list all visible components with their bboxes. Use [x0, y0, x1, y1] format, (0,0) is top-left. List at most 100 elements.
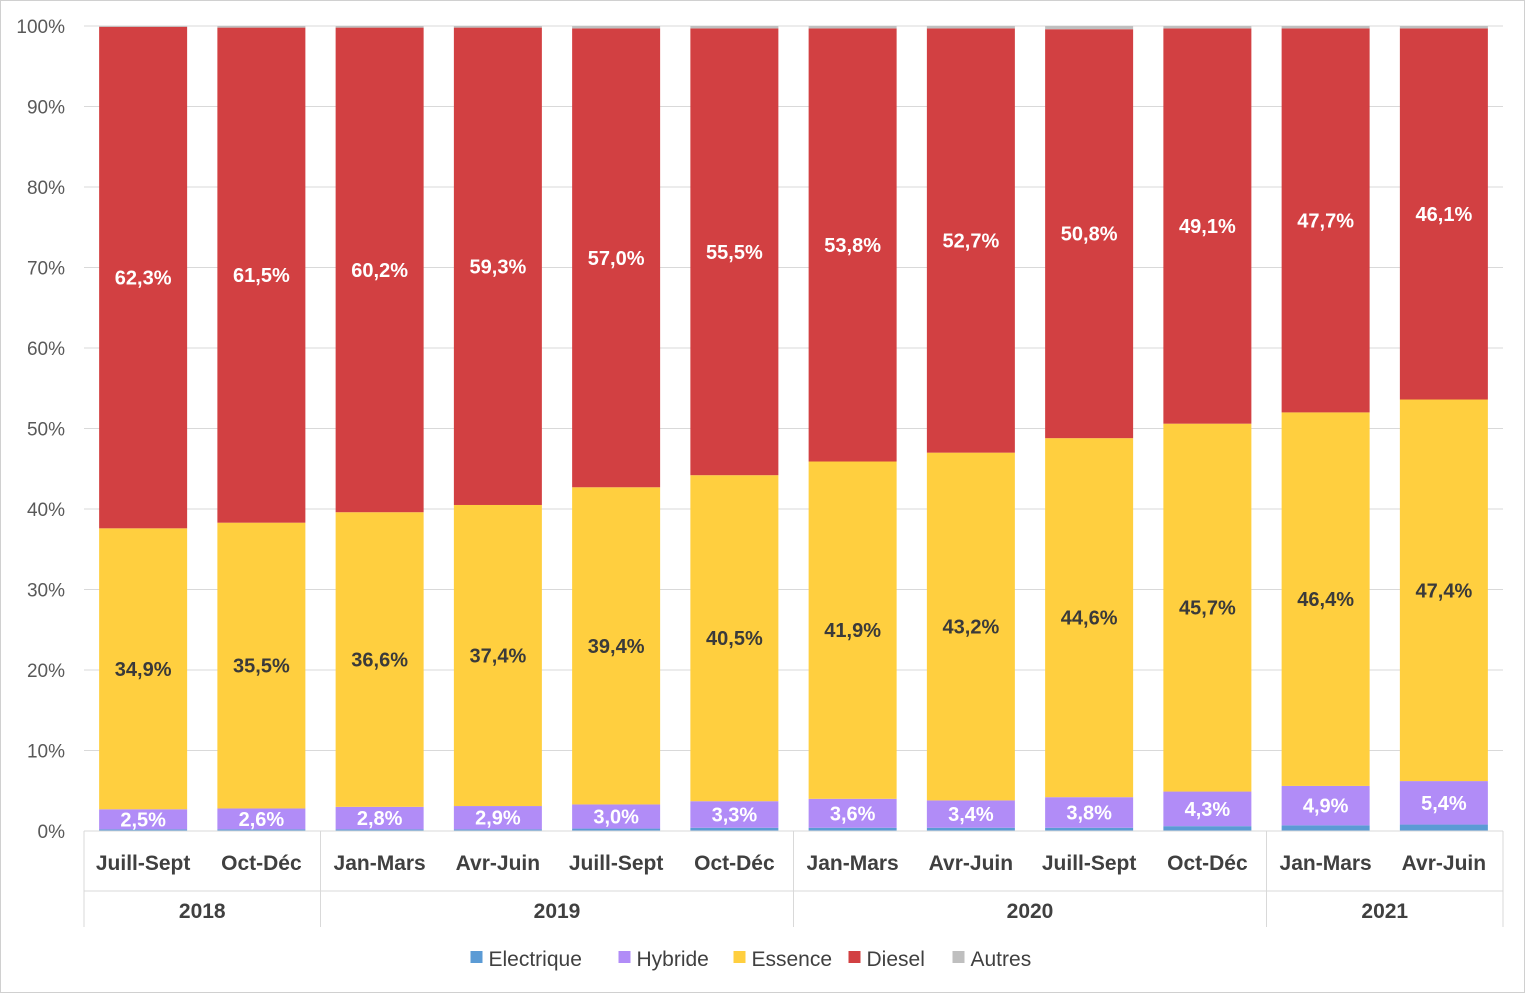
bar-segment-essence[interactable]: [808, 461, 897, 799]
bar-segment-hybride[interactable]: [690, 801, 779, 828]
bar-segment-essence[interactable]: [1281, 412, 1370, 786]
bar-segment-hybride[interactable]: [572, 804, 661, 829]
data-label-hybride: 2,5%: [120, 809, 166, 831]
bar-segment-autres[interactable]: [1045, 26, 1134, 30]
data-label-diesel: 62,3%: [115, 268, 172, 290]
bar-segment-electrique[interactable]: [926, 827, 1015, 831]
legend-item-autres[interactable]: Autres: [952, 948, 1032, 971]
bar-segment-electrique[interactable]: [335, 829, 424, 831]
bar-segment-diesel[interactable]: [690, 28, 779, 476]
bar-segment-hybride[interactable]: [808, 798, 897, 828]
bar-segment-electrique[interactable]: [217, 829, 306, 831]
bar-segment-essence[interactable]: [926, 452, 1015, 801]
legend-label: Diesel: [867, 948, 925, 971]
bar-segment-hybride[interactable]: [1399, 781, 1488, 825]
bar-segment-autres[interactable]: [572, 26, 661, 29]
x-year-label: 2021: [1361, 900, 1408, 923]
legend-swatch: [952, 951, 965, 963]
bar-segment-autres[interactable]: [808, 26, 897, 29]
bar-segment-autres[interactable]: [926, 26, 1015, 29]
bar-segment-diesel[interactable]: [1045, 29, 1134, 439]
bar-segment-autres[interactable]: [99, 26, 188, 27]
bar-segment-hybride[interactable]: [1163, 791, 1252, 827]
bar-segment-hybride[interactable]: [1045, 797, 1134, 828]
data-label-essence: 40,5%: [706, 628, 763, 650]
y-tick-label: 50%: [27, 420, 65, 441]
bar-segment-diesel[interactable]: [217, 27, 306, 523]
x-category-label: Avr-Juin: [1402, 852, 1486, 875]
data-label-hybride: 5,4%: [1421, 793, 1467, 815]
bar-segment-autres[interactable]: [1399, 26, 1488, 29]
bar-segment-hybride[interactable]: [926, 800, 1015, 828]
bar-segment-electrique[interactable]: [572, 828, 661, 831]
bar-segment-hybride[interactable]: [335, 806, 424, 830]
legend-item-electrique[interactable]: Electrique: [470, 948, 582, 971]
data-label-hybride: 2,6%: [239, 809, 285, 831]
x-axis: Juill-Sept Oct-Déc Jan-Mars Avr-Juin Juill-S…: [83, 830, 1504, 927]
bar-segment-electrique[interactable]: [99, 829, 188, 831]
bar-segment-diesel[interactable]: [1281, 28, 1370, 413]
data-label-hybride: 2,9%: [475, 808, 521, 830]
data-label-hybride: 3,4%: [948, 804, 994, 826]
data-label-essence: 39,4%: [588, 636, 645, 658]
bar-segment-diesel[interactable]: [99, 26, 188, 529]
data-label-hybride: 2,8%: [357, 808, 403, 830]
legend[interactable]: Electrique Hybride Essence Diesel Autres: [470, 948, 1032, 971]
data-label-diesel: 52,7%: [943, 231, 1000, 253]
bar-segment-diesel[interactable]: [335, 27, 424, 513]
bar-segment-electrique[interactable]: [1281, 825, 1370, 831]
bar-segment-diesel[interactable]: [1163, 28, 1252, 424]
bar-segment-essence[interactable]: [1045, 438, 1134, 798]
bar-segment-essence[interactable]: [453, 504, 542, 807]
bar-segment-essence[interactable]: [335, 512, 424, 807]
legend-item-diesel[interactable]: Diesel: [848, 948, 925, 971]
bar-segment-autres[interactable]: [1281, 26, 1370, 29]
gridlines: [84, 25, 1503, 751]
data-label-diesel: 49,1%: [1179, 216, 1236, 238]
bar-segment-autres[interactable]: [453, 26, 542, 28]
data-label-diesel: 57,0%: [588, 248, 645, 270]
legend-item-hybride[interactable]: Hybride: [618, 948, 709, 971]
bar-segment-essence[interactable]: [572, 487, 661, 805]
bar-segment-hybride[interactable]: [1281, 785, 1370, 826]
bar-segment-autres[interactable]: [335, 26, 424, 28]
x-category-label: Avr-Juin: [456, 852, 540, 875]
data-label-diesel: 47,7%: [1297, 210, 1354, 232]
bar-segment-electrique[interactable]: [1163, 826, 1252, 831]
bar-segment-diesel[interactable]: [453, 27, 542, 505]
data-label-diesel: 55,5%: [706, 242, 763, 264]
data-label-diesel: 61,5%: [233, 265, 290, 287]
data-label-diesel: 50,8%: [1061, 224, 1118, 246]
bar-segment-electrique[interactable]: [1045, 827, 1134, 831]
bar-segment-essence[interactable]: [690, 475, 779, 802]
bar-segment-electrique[interactable]: [1399, 824, 1488, 831]
bar-segment-essence[interactable]: [217, 522, 306, 809]
bar-segment-autres[interactable]: [217, 26, 306, 28]
bar-segment-diesel[interactable]: [926, 28, 1015, 453]
bar-segment-electrique[interactable]: [690, 827, 779, 831]
legend-item-essence[interactable]: Essence: [733, 948, 833, 971]
data-label-essence: 37,4%: [470, 646, 527, 668]
bar-segment-electrique[interactable]: [453, 829, 542, 831]
bar-segment-essence[interactable]: [1163, 423, 1252, 792]
bar-segment-hybride[interactable]: [99, 809, 188, 830]
bar-segment-electrique[interactable]: [808, 827, 897, 831]
bar-segment-essence[interactable]: [1399, 399, 1488, 782]
data-label-diesel: 60,2%: [351, 260, 408, 282]
bar-segment-diesel[interactable]: [1399, 28, 1488, 400]
x-category-label: Juill-Sept: [569, 852, 664, 875]
bar-segment-hybride[interactable]: [453, 806, 542, 830]
data-label-essence: 43,2%: [943, 617, 1000, 639]
y-tick-label: 80%: [27, 178, 65, 199]
data-label-hybride: 3,3%: [712, 804, 758, 826]
y-tick-label: 70%: [27, 259, 65, 280]
data-label-hybride: 3,8%: [1066, 802, 1112, 824]
bar-segment-autres[interactable]: [690, 26, 779, 29]
bar-segment-autres[interactable]: [1163, 26, 1252, 29]
legend-label: Autres: [971, 948, 1032, 971]
bar-segment-essence[interactable]: [99, 528, 188, 810]
bar-segment-diesel[interactable]: [808, 28, 897, 462]
bar-segment-hybride[interactable]: [217, 808, 306, 830]
bar-segment-diesel[interactable]: [572, 28, 661, 488]
